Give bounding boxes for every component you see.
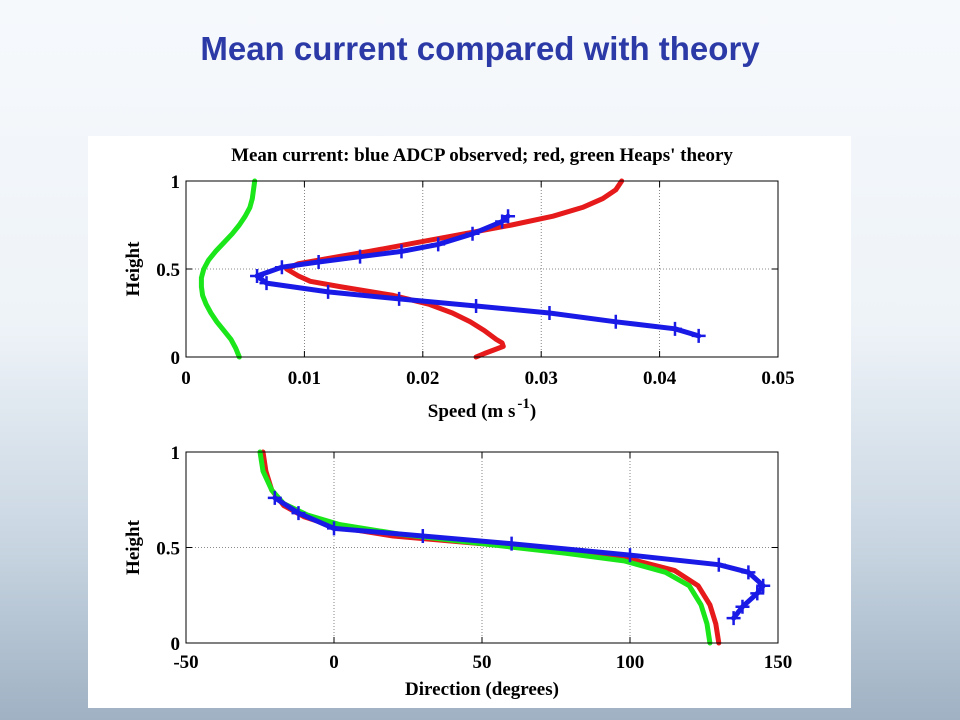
data-point-marker [327,521,341,536]
y-tick-label: 0 [171,634,181,655]
data-point-marker [353,249,368,264]
x-tick-label: 100 [616,652,645,673]
x-tick-label: 150 [764,652,793,673]
y-axis-label: Height [123,241,144,297]
data-point-marker [504,536,519,551]
x-tick-label: 50 [473,652,492,673]
data-point-marker [741,565,756,580]
data-point-marker [726,611,741,626]
chart-1: 0 0.01 0.02 0.03 0.04 0.05 0 0.5 1 Mean current: … [123,145,795,422]
data-point-marker [321,284,336,299]
series-line-1 [198,178,258,360]
x-tick-label: 0.03 [525,368,558,389]
chart-figure: 0 0.01 0.02 0.03 0.04 0.05 0 0.5 1 Mean current: … [123,145,795,700]
y-tick-label: 1 [171,172,181,193]
series-line-1 [260,449,722,646]
series-line-2 [284,178,625,360]
data-point-marker [394,244,409,259]
x-tick-label: 0.05 [761,368,794,389]
slide-title: Mean current compared with theory [200,30,760,67]
y-tick-label: 1 [171,443,181,464]
data-point-marker [465,226,480,241]
x-axis-label: Speed (m s -1) [428,396,536,422]
y-axis-label: Height [123,519,144,575]
data-point-marker [250,269,265,284]
data-point-marker [501,209,516,224]
x-tick-label: 0.04 [643,368,677,389]
data-point-marker [756,578,771,593]
data-point-marker [542,306,557,320]
data-point-marker [711,557,726,572]
data-point-marker [311,254,326,269]
y-tick-label: 0.5 [156,260,180,281]
data-point-marker [735,599,750,614]
x-tick-label: 0.02 [406,368,439,389]
data-point-marker [392,291,407,306]
data-point-marker [267,490,282,505]
x-tick-label: 0 [181,368,191,389]
y-tick-label: 0 [171,348,181,369]
data-point-marker [415,529,430,544]
data-point-marker [608,314,623,329]
data-point-marker [667,321,682,336]
series-line-3 [272,495,766,621]
x-axis-label: Direction (degrees) [405,679,559,700]
chart-title: Mean current: blue ADCP observed; red, g… [231,145,733,166]
data-point-marker [274,260,289,275]
data-point-marker [291,506,306,521]
data-point-marker [431,237,446,252]
figure-panel: 0 0.01 0.02 0.03 0.04 0.05 0 0.5 1 Mean current: … [88,136,851,708]
x-tick-label: 0.01 [288,368,321,389]
data-point-marker [691,328,706,343]
data-point-marker [750,586,765,601]
data-point-marker [623,548,637,563]
x-tick-label: -50 [173,652,198,673]
data-point-marker [259,276,274,291]
x-tick-label: 0 [329,652,339,673]
y-tick-label: 0.5 [156,539,180,560]
data-point-marker [469,298,484,313]
